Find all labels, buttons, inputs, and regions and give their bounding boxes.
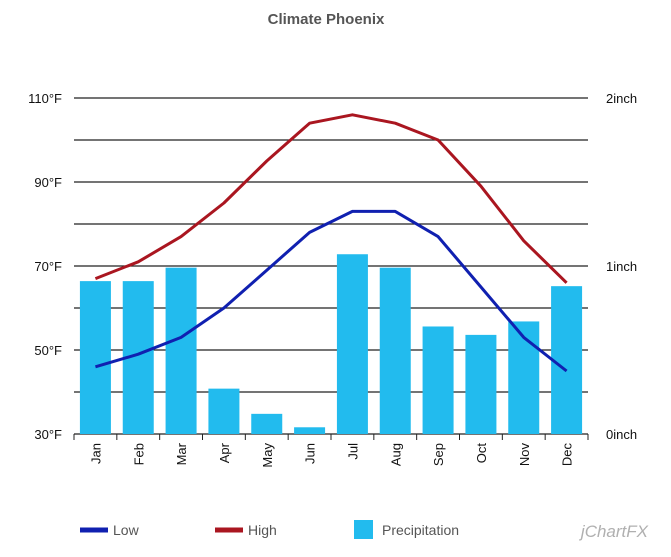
legend-label-high: High bbox=[248, 522, 277, 538]
chart-title: Climate Phoenix bbox=[268, 11, 385, 28]
precipitation-bar[interactable] bbox=[336, 254, 368, 434]
left-axis-tick-label: 70°F bbox=[34, 259, 62, 274]
temperature-lines bbox=[94, 113, 568, 373]
legend-label-precipitation: Precipitation bbox=[382, 522, 459, 538]
legend-item-high[interactable]: High bbox=[215, 522, 277, 538]
series-line-high[interactable] bbox=[94, 113, 568, 284]
x-axis-tick-label: Nov bbox=[517, 443, 532, 467]
precipitation-bar[interactable] bbox=[251, 413, 283, 434]
left-axis-tick-label: 90°F bbox=[34, 175, 62, 190]
precipitation-bars bbox=[79, 254, 583, 434]
x-axis-tick-label: Jul bbox=[345, 443, 360, 460]
right-axis-labels: 0inch 1inch 2inch bbox=[606, 91, 637, 442]
grid-lines bbox=[73, 97, 589, 440]
legend-item-low[interactable]: Low bbox=[80, 522, 140, 538]
precipitation-bar[interactable] bbox=[79, 281, 111, 434]
series-line-low[interactable] bbox=[94, 209, 568, 373]
precipitation-bar[interactable] bbox=[422, 326, 454, 434]
x-axis-tick-label: Apr bbox=[217, 442, 232, 463]
precipitation-bar[interactable] bbox=[294, 427, 326, 434]
x-axis-tick-label: Sep bbox=[431, 443, 446, 466]
x-axis-tick-label: Feb bbox=[131, 443, 146, 465]
right-axis-tick-label: 0inch bbox=[606, 427, 637, 442]
left-axis-labels: 30°F 50°F 70°F 90°F 110°F bbox=[28, 91, 62, 442]
x-axis-tick-label: Dec bbox=[560, 443, 575, 467]
precipitation-bar[interactable] bbox=[508, 321, 540, 434]
x-axis-tick-label: Aug bbox=[388, 443, 403, 466]
x-axis-tick-label: Oct bbox=[474, 443, 489, 464]
right-axis-tick-label: 1inch bbox=[606, 259, 637, 274]
x-axis-tick-label: Jun bbox=[303, 443, 318, 464]
right-axis-tick-label: 2inch bbox=[606, 91, 637, 106]
x-axis-tick-label: Jan bbox=[88, 443, 103, 464]
left-axis-tick-label: 110°F bbox=[28, 91, 62, 106]
left-axis-tick-label: 30°F bbox=[34, 427, 62, 442]
x-axis-tick-label: May bbox=[260, 443, 275, 468]
jchartfx-logo: jChartFX bbox=[579, 522, 649, 541]
precipitation-bar[interactable] bbox=[465, 334, 497, 434]
left-axis-tick-label: 50°F bbox=[34, 343, 62, 358]
x-axis-tick-label: Mar bbox=[174, 442, 189, 465]
precipitation-bar[interactable] bbox=[551, 286, 583, 434]
legend-swatch-precipitation bbox=[354, 520, 373, 539]
legend-label-low: Low bbox=[113, 522, 140, 538]
precipitation-bar[interactable] bbox=[165, 267, 197, 434]
legend-item-precipitation[interactable]: Precipitation bbox=[354, 520, 459, 539]
legend: Low High Precipitation bbox=[80, 520, 459, 539]
precipitation-bar[interactable] bbox=[208, 388, 240, 434]
precipitation-bar[interactable] bbox=[379, 267, 411, 434]
x-axis-labels: Jan Feb Mar Apr May Jun Jul Aug Sep Oct Nov Dec bbox=[88, 442, 574, 467]
